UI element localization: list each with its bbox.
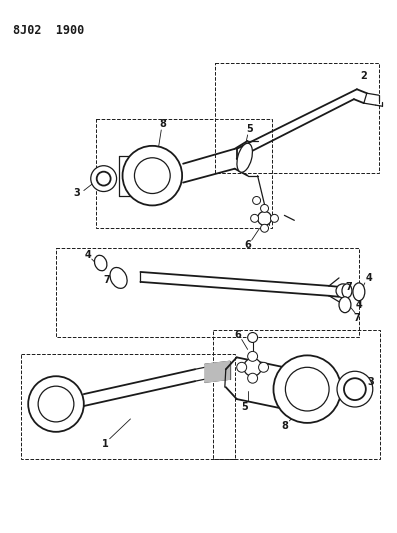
Bar (213, 329, 380, 458)
Text: 7: 7 (345, 282, 352, 292)
Bar (21, 354, 235, 458)
Circle shape (252, 197, 260, 205)
Circle shape (123, 146, 182, 205)
Ellipse shape (237, 143, 252, 172)
Text: 7: 7 (103, 275, 110, 285)
Bar (215, 63, 379, 173)
Ellipse shape (353, 283, 365, 301)
Ellipse shape (339, 297, 351, 313)
Text: 6: 6 (234, 329, 241, 340)
Circle shape (260, 224, 268, 232)
Ellipse shape (342, 284, 352, 298)
Circle shape (258, 362, 268, 372)
Circle shape (285, 367, 329, 411)
Text: 3: 3 (73, 188, 80, 198)
Circle shape (28, 376, 84, 432)
Circle shape (270, 214, 278, 222)
Circle shape (244, 358, 262, 376)
Text: 4: 4 (355, 300, 362, 310)
Ellipse shape (110, 268, 127, 288)
Text: 7: 7 (353, 313, 360, 322)
Text: 8J02  1900: 8J02 1900 (13, 23, 85, 37)
Text: 8: 8 (160, 119, 167, 129)
Text: 8: 8 (281, 421, 288, 431)
Circle shape (337, 372, 373, 407)
Text: 5: 5 (241, 402, 248, 412)
Circle shape (336, 284, 350, 298)
Circle shape (237, 362, 247, 372)
Text: 5: 5 (246, 124, 253, 134)
Circle shape (248, 351, 258, 361)
Circle shape (97, 172, 111, 185)
Text: 4: 4 (365, 273, 372, 283)
Text: 2: 2 (360, 71, 367, 82)
Polygon shape (205, 361, 230, 382)
Text: 3: 3 (367, 377, 374, 387)
Text: 6: 6 (244, 240, 251, 250)
Text: 1: 1 (102, 439, 109, 449)
Circle shape (344, 378, 366, 400)
Circle shape (248, 333, 258, 343)
Circle shape (274, 356, 341, 423)
Circle shape (258, 212, 272, 225)
Circle shape (38, 386, 74, 422)
Circle shape (91, 166, 117, 191)
Ellipse shape (94, 255, 107, 271)
Circle shape (260, 205, 268, 212)
Circle shape (248, 373, 258, 383)
Text: 4: 4 (85, 250, 91, 260)
Bar (56, 248, 359, 337)
Circle shape (135, 158, 170, 193)
Circle shape (251, 214, 258, 222)
Bar (96, 119, 272, 228)
